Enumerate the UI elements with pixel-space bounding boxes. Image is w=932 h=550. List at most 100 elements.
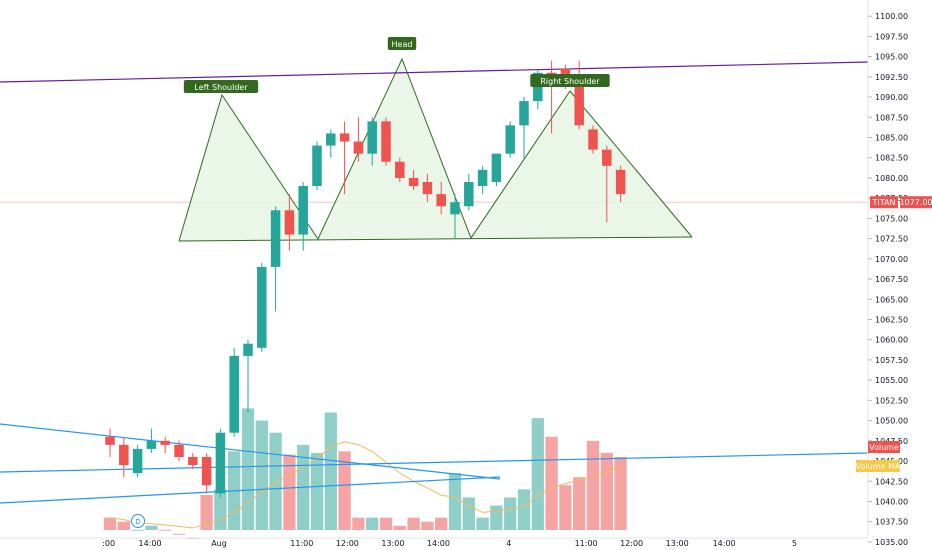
- volume-bar: [559, 485, 572, 530]
- candle-body: [588, 129, 598, 150]
- y-tick-label: 1050.00: [875, 417, 908, 426]
- y-tick-label: 1095.00: [875, 53, 908, 62]
- x-tick-label: 14:00: [713, 539, 736, 548]
- candle[interactable]: [188, 452, 198, 470]
- candle[interactable]: [408, 169, 419, 191]
- candle[interactable]: [602, 145, 612, 223]
- candle-body: [491, 153, 502, 182]
- trend-line-long[interactable]: [0, 452, 869, 473]
- candle[interactable]: [201, 452, 212, 494]
- volume-bar: [159, 529, 172, 531]
- candle[interactable]: [284, 194, 295, 251]
- candle[interactable]: [174, 440, 184, 462]
- candle-body: [119, 444, 129, 466]
- volume-ma-tag: Volume MA: [856, 462, 901, 471]
- x-tick-label: 4: [506, 539, 511, 548]
- left-shoulder-label-bg: [183, 80, 259, 93]
- candle[interactable]: [298, 181, 308, 251]
- volume-bar: [600, 452, 613, 530]
- candle[interactable]: [353, 117, 364, 162]
- candle-body: [298, 186, 308, 235]
- candle-body: [201, 456, 212, 486]
- candle-body: [408, 177, 419, 187]
- volume-bar: [310, 452, 324, 530]
- y-tick-label: 1062.50: [875, 315, 908, 324]
- candle[interactable]: [215, 428, 226, 498]
- candle[interactable]: [505, 121, 515, 158]
- candle[interactable]: [477, 165, 488, 195]
- volume-bar: [324, 412, 337, 530]
- candle[interactable]: [160, 436, 170, 453]
- volume-bar: [366, 517, 379, 530]
- candle-body: [229, 355, 239, 433]
- y-tick-label: 1057.50: [875, 356, 908, 365]
- candle[interactable]: [519, 97, 529, 158]
- volume-bar: [393, 525, 406, 530]
- y-tick-label: 1040.00: [875, 497, 908, 506]
- y-tick-label: 1100.00: [875, 12, 908, 21]
- volume-bar: [200, 495, 213, 530]
- trend-line-upper[interactable]: [0, 423, 501, 480]
- volume-tag-bg: [868, 441, 900, 453]
- candle[interactable]: [367, 117, 377, 166]
- y-tick-label: 1052.50: [875, 396, 908, 405]
- candle[interactable]: [132, 444, 143, 478]
- neckline[interactable]: [178, 236, 693, 242]
- volume-bar: [172, 533, 186, 535]
- resistance-line[interactable]: [0, 61, 869, 83]
- volume-bar: [407, 517, 420, 530]
- candle[interactable]: [422, 173, 433, 203]
- candle-body: [174, 444, 184, 457]
- candle[interactable]: [312, 141, 322, 191]
- candle[interactable]: [229, 347, 239, 437]
- volume-ma-line: [109, 441, 621, 529]
- candle[interactable]: [339, 121, 350, 195]
- candle[interactable]: [574, 60, 584, 130]
- candle[interactable]: [105, 428, 115, 457]
- y-tick-label: 1090.00: [875, 93, 908, 102]
- y-tick-label: 1065.00: [875, 295, 908, 304]
- candle[interactable]: [326, 129, 336, 158]
- y-tick-label: 1097.50: [875, 32, 908, 41]
- volume-bar: [517, 489, 531, 530]
- volume-bar: [573, 477, 586, 530]
- candle-body: [160, 440, 170, 445]
- pattern-outline[interactable]: [178, 57, 693, 242]
- candle-body: [367, 121, 377, 154]
- candle[interactable]: [243, 339, 253, 413]
- volume-bar: [435, 517, 448, 530]
- x-tick-label: 13:00: [381, 539, 404, 548]
- y-tick-label: 1072.50: [875, 235, 908, 244]
- x-tick-label: 5: [792, 539, 797, 548]
- candle[interactable]: [491, 153, 502, 187]
- candle-body: [477, 169, 488, 187]
- y-tick-label: 1060.00: [875, 336, 908, 345]
- trend-line-lower[interactable]: [0, 476, 501, 504]
- candle[interactable]: [257, 262, 267, 352]
- y-tick-label: 1087.50: [875, 113, 908, 122]
- x-tick-label: 11:00: [290, 539, 313, 548]
- candle[interactable]: [450, 194, 460, 239]
- y-tick-label: 1075.00: [875, 214, 908, 223]
- volume-bar: [214, 489, 227, 530]
- candle[interactable]: [615, 165, 626, 203]
- left-shoulder-area: [179, 95, 318, 241]
- symbol-tag-bg: [870, 196, 898, 209]
- candle-body: [505, 125, 515, 154]
- y-tick-label: 1092.50: [875, 73, 908, 82]
- y-tick-label: 1055.00: [875, 376, 908, 385]
- candle[interactable]: [588, 125, 598, 154]
- candle[interactable]: [395, 157, 405, 182]
- candle[interactable]: [436, 181, 446, 215]
- volume-bar: [269, 432, 282, 530]
- candle[interactable]: [381, 117, 391, 166]
- candle[interactable]: [146, 428, 157, 453]
- candle[interactable]: [464, 173, 474, 211]
- y-tick-label: 1067.50: [875, 275, 908, 284]
- last-price-tag-bg: [900, 196, 932, 209]
- candle[interactable]: [270, 206, 281, 312]
- volume-bar: [352, 517, 365, 530]
- candle[interactable]: [119, 436, 129, 478]
- event-marker-circle[interactable]: [131, 514, 145, 528]
